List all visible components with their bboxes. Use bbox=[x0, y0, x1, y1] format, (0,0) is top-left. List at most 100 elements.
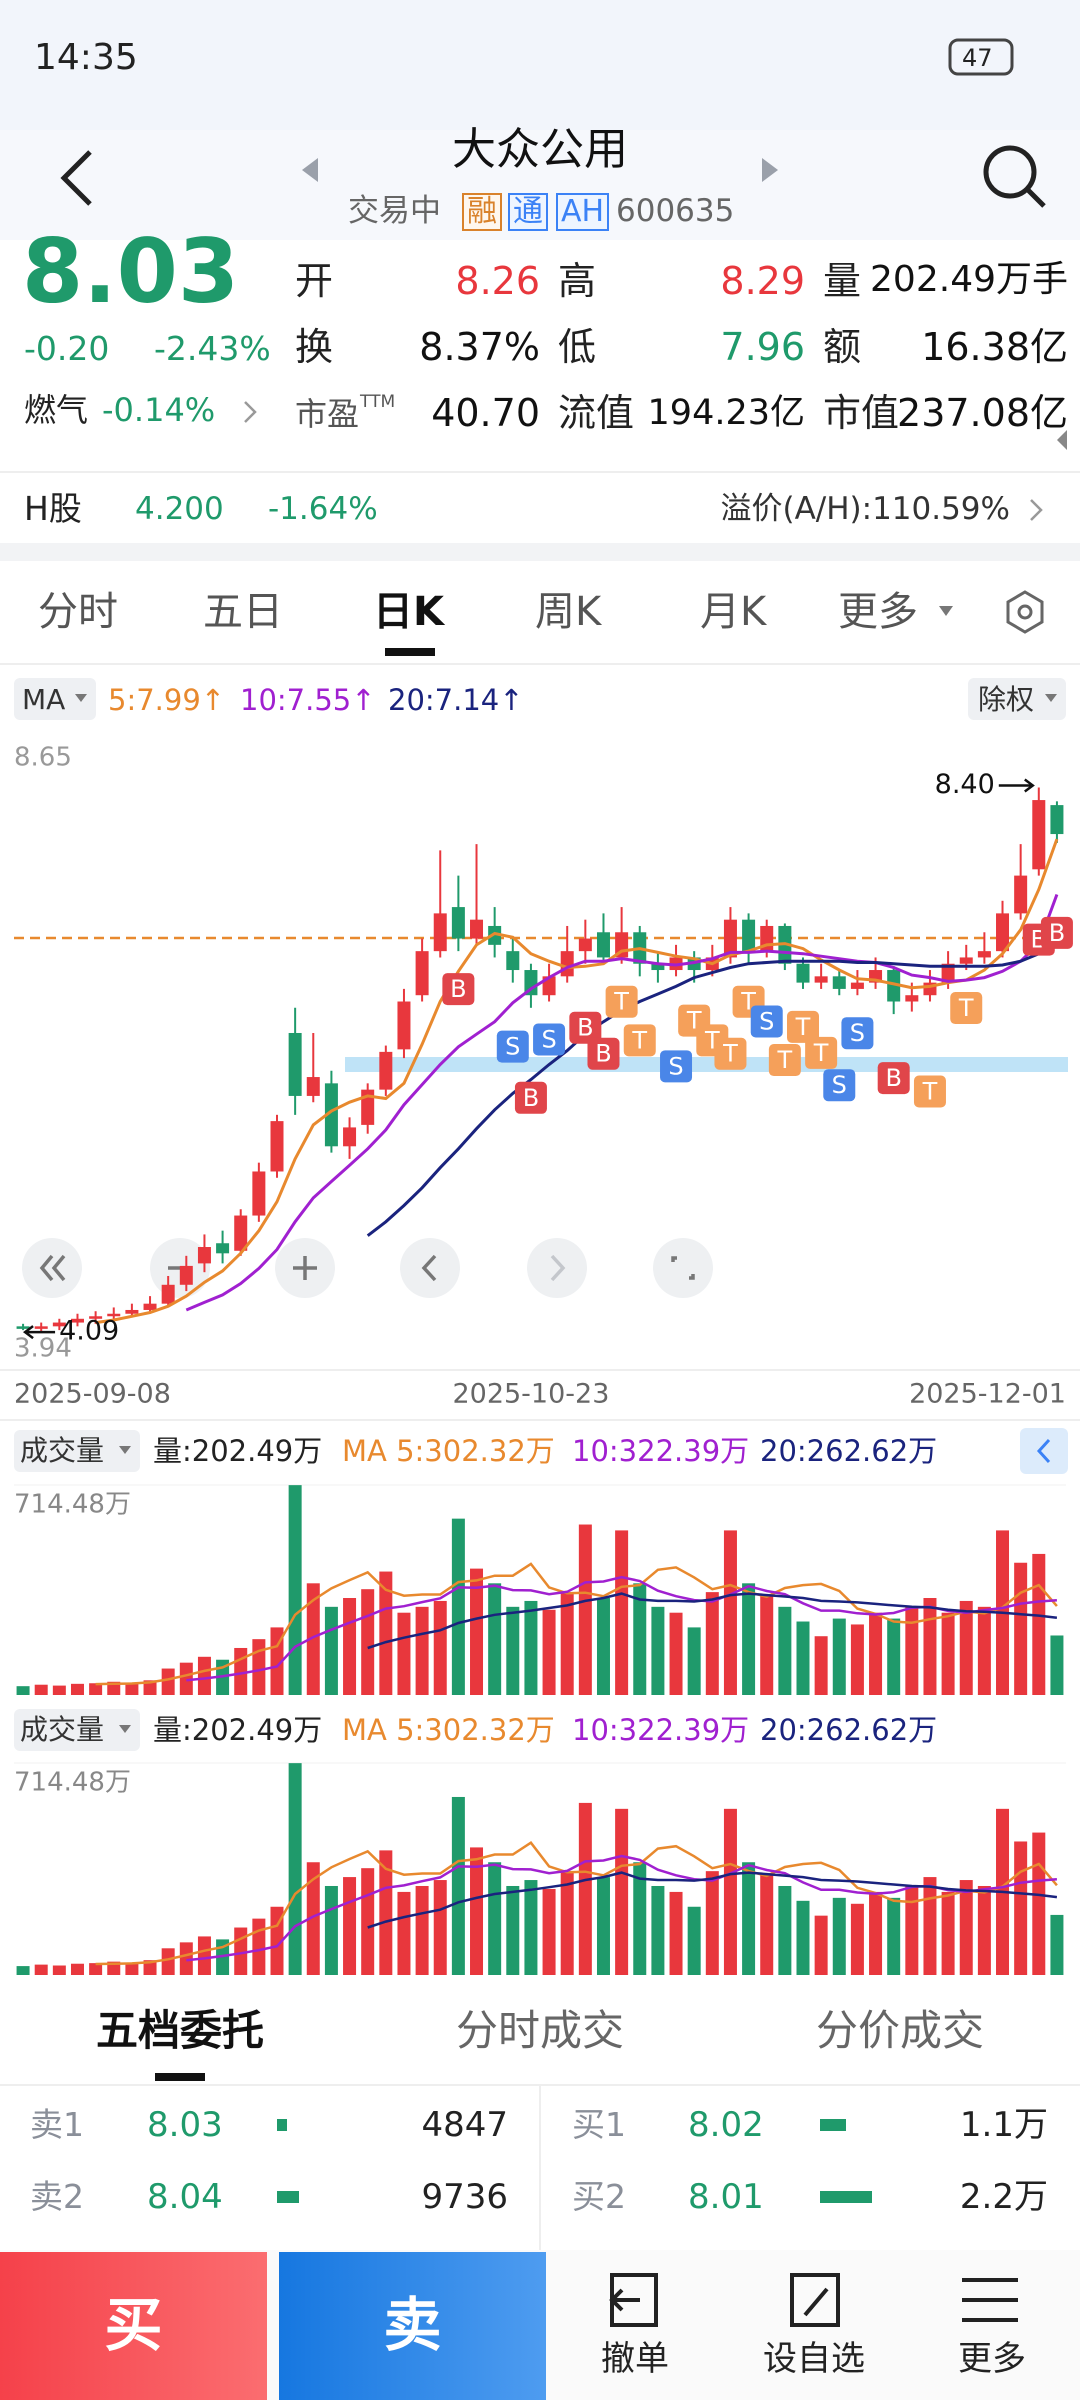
order-tab-active[interactable]: 五档委托 bbox=[95, 2006, 264, 2055]
volume-bar bbox=[959, 1600, 973, 1695]
volume-bar bbox=[1032, 1553, 1046, 1695]
volume-bar bbox=[615, 1530, 629, 1695]
volume-bar bbox=[288, 1763, 302, 1975]
candle-body bbox=[832, 976, 846, 989]
control-glyphs bbox=[39, 1254, 695, 1282]
action-label[interactable]: 更多 bbox=[958, 2339, 1026, 2379]
volume-bar bbox=[470, 1847, 484, 1975]
candle-body bbox=[252, 1171, 266, 1216]
settings-icon[interactable] bbox=[1006, 590, 1044, 634]
volume-bar bbox=[977, 1885, 991, 1975]
buy-label[interactable]: 买 bbox=[104, 2291, 163, 2359]
volume-bar bbox=[923, 1598, 937, 1695]
sell-label[interactable]: 卖 bbox=[383, 2291, 442, 2359]
volume-bar bbox=[578, 1802, 592, 1975]
volume-label: 成交量 bbox=[20, 1713, 105, 1746]
signal-label: T bbox=[958, 994, 974, 1022]
tab[interactable]: 更多 bbox=[838, 589, 918, 635]
glyph bbox=[39, 1254, 54, 1282]
volume-bar bbox=[16, 1966, 30, 1975]
vma-item: MA 5:302.32万 bbox=[342, 1434, 555, 1468]
field-label: 低 bbox=[558, 325, 597, 369]
volume-bar bbox=[179, 1942, 193, 1975]
candle-body bbox=[397, 1001, 411, 1050]
volume-bar bbox=[506, 1885, 520, 1975]
buy-button[interactable] bbox=[0, 2252, 267, 2400]
signal-marker bbox=[442, 973, 475, 1006]
signal-label: T bbox=[722, 1040, 738, 1068]
dropdown-caret bbox=[119, 1725, 131, 1733]
bid-price: 8.02 bbox=[688, 2105, 764, 2145]
depth-bar bbox=[820, 2119, 846, 2131]
volume-bar bbox=[252, 1639, 266, 1695]
sell-button[interactable] bbox=[279, 2252, 546, 2400]
tab-active[interactable]: 日K bbox=[373, 589, 444, 635]
volume-bar bbox=[70, 1963, 84, 1975]
control-fullscreen[interactable] bbox=[653, 1238, 713, 1298]
back-icon[interactable] bbox=[60, 150, 92, 206]
volume-bar bbox=[488, 1862, 502, 1975]
glyph bbox=[421, 1254, 437, 1282]
tab[interactable]: 五日 bbox=[203, 589, 283, 635]
y-tick-label: 8.65 bbox=[14, 743, 72, 773]
control-next[interactable] bbox=[527, 1238, 587, 1298]
control-prev[interactable] bbox=[400, 1238, 460, 1298]
sector[interactable]: 燃气 bbox=[24, 391, 89, 429]
bid-volume: 2.2万 bbox=[959, 2177, 1048, 2217]
field-value: 8.29 bbox=[720, 259, 805, 303]
more-icon[interactable] bbox=[962, 2278, 1018, 2322]
volume-bar bbox=[705, 1592, 719, 1695]
candle-body bbox=[70, 1318, 84, 1323]
volume-bar bbox=[415, 1885, 429, 1975]
signal-label: T bbox=[613, 988, 629, 1016]
volume-bar bbox=[306, 1862, 320, 1975]
volume-selector[interactable] bbox=[14, 1430, 140, 1472]
tab[interactable]: 月K bbox=[700, 589, 767, 635]
volume-bar bbox=[179, 1662, 193, 1695]
dropdown-caret bbox=[119, 1446, 131, 1454]
h-share-label: H股 bbox=[24, 489, 82, 528]
watch-icon[interactable] bbox=[790, 2273, 840, 2327]
tab[interactable]: 分时 bbox=[38, 589, 118, 635]
order-tab[interactable]: 分价成交 bbox=[815, 2006, 984, 2055]
volume-bar bbox=[941, 1612, 955, 1695]
search-icon-handle bbox=[1025, 187, 1046, 208]
volume-selector[interactable] bbox=[14, 1709, 140, 1751]
field-label: 市值 bbox=[823, 391, 900, 435]
volume-bar bbox=[89, 1963, 103, 1975]
section-gap bbox=[0, 543, 1080, 561]
candle-body bbox=[506, 951, 520, 971]
expand-corner[interactable] bbox=[1057, 430, 1067, 450]
candle-body bbox=[524, 970, 538, 996]
ma-item: 20:7.14↑ bbox=[388, 683, 524, 717]
volume-bar bbox=[125, 1962, 139, 1975]
volume-bar bbox=[869, 1891, 883, 1975]
candle-body bbox=[288, 1032, 302, 1096]
prev-icon[interactable] bbox=[302, 158, 318, 182]
y-tick-label: 714.48万 bbox=[14, 1490, 131, 1520]
cancel-icon[interactable] bbox=[609, 2273, 658, 2327]
next-icon[interactable] bbox=[762, 158, 778, 182]
status-bg bbox=[0, 0, 1080, 130]
premium[interactable]: 溢价(A/H):110.59% bbox=[720, 491, 1010, 527]
volume-bar bbox=[270, 1627, 284, 1695]
ma-line bbox=[95, 1841, 1058, 1966]
order-tab[interactable]: 分时成交 bbox=[455, 2006, 624, 2055]
candle-body bbox=[887, 970, 901, 1002]
volume-bar bbox=[433, 1600, 447, 1695]
candle-body bbox=[179, 1265, 193, 1285]
signal-label: B bbox=[595, 1040, 611, 1068]
ask-price: 8.03 bbox=[147, 2105, 223, 2145]
volume-bar bbox=[1050, 1914, 1064, 1975]
battery bbox=[948, 38, 1014, 76]
signal-marker bbox=[623, 1024, 656, 1057]
x-tick-label: 2025-12-01 bbox=[909, 1379, 1066, 1410]
search-icon[interactable] bbox=[983, 145, 1037, 199]
candle-body bbox=[270, 1121, 284, 1172]
tab[interactable]: 周K bbox=[535, 589, 602, 635]
action-label[interactable]: 撤单 bbox=[601, 2339, 669, 2379]
action-label[interactable]: 设自选 bbox=[763, 2339, 865, 2379]
collapse-tab[interactable] bbox=[1020, 1428, 1068, 1474]
